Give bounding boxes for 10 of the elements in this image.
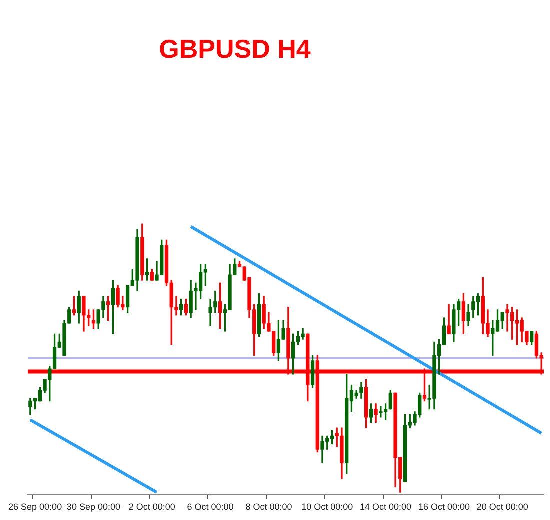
x-tick-label: 6 Oct 00:00 [187,502,234,512]
x-tick-label: 2 Oct 00:00 [128,502,176,512]
x-tick-label: 30 Sep 00:00 [66,502,120,512]
x-tick-label: 8 Oct 00:00 [246,502,292,512]
chart-title: GBPUSD H4 [158,34,312,65]
x-tick-label: 26 Sep 00:00 [8,502,62,512]
x-tick-label: 20 Oct 00:00 [476,502,528,512]
x-tick-label: 14 Oct 00:00 [360,502,412,512]
x-tick-label: 10 Oct 00:00 [302,502,354,512]
x-tick-label: 16 Oct 00:00 [418,502,470,512]
